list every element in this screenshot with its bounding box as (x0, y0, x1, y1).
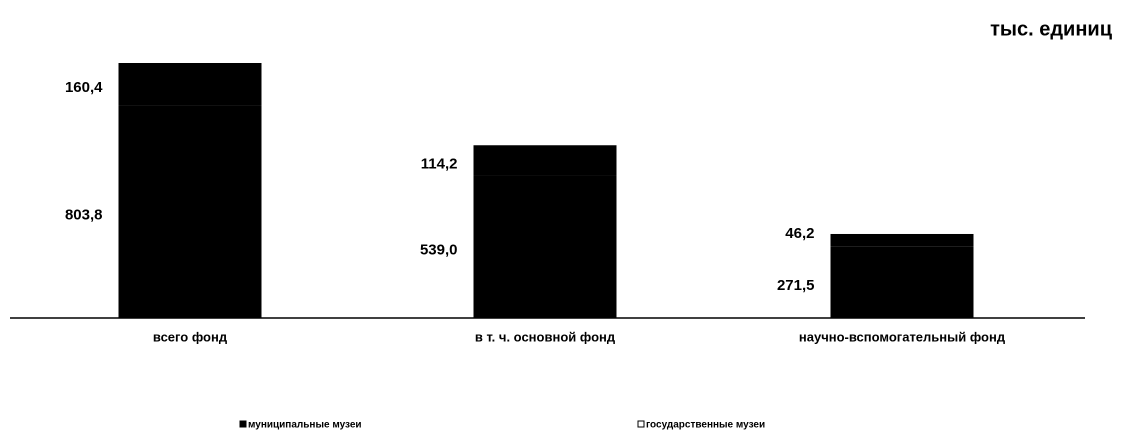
unit-label: тыс. единиц (990, 18, 1113, 40)
legend-swatch (637, 420, 645, 428)
bar-segment (473, 175, 617, 318)
legend-label: государственные музеи (646, 420, 765, 431)
bar-segment (830, 233, 974, 247)
x-tick-label: всего фонд (153, 329, 228, 344)
value-label: 271,5 (777, 277, 815, 294)
x-tick-label: в т. ч. основной фонд (475, 329, 616, 344)
x-tick-label: научно-вспомогательный фонд (799, 329, 1006, 344)
legend-swatch (239, 420, 247, 428)
value-label: 160,4 (65, 79, 103, 96)
bar-segment (473, 145, 617, 176)
bar-segment (118, 105, 262, 319)
value-label: 803,8 (65, 207, 103, 224)
value-label: 46,2 (785, 225, 814, 242)
value-label: 114,2 (421, 155, 458, 172)
legend-label: муниципальные музеи (248, 420, 362, 431)
value-label: 539,0 (420, 242, 458, 259)
bar-segment (118, 63, 262, 106)
bar-segment (830, 246, 974, 318)
